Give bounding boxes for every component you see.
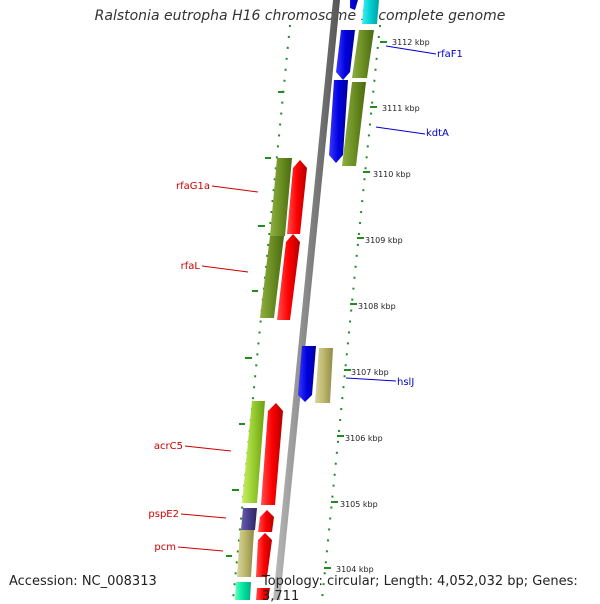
kbp-tick-label: 3108 kbp [358,302,396,311]
kbp-tick-label: 3111 kbp [382,104,420,113]
kbp-tick-label: 3112 kbp [392,38,430,47]
gene-label-hslJ[interactable]: hslJ [397,377,414,388]
tick-marks [226,41,387,569]
gene-block-tan-pcm [237,530,254,577]
footer-accession: Accession: NC_008313 [9,574,157,589]
gene-label-rfaG1a[interactable]: rfaG1a [176,181,210,192]
gene-arrow-olive-rfaF1 [352,30,374,78]
gene-block-olive-rfaL [260,236,284,318]
kbp-tick-label: 3107 kbp [351,368,389,377]
gene-label-pcm[interactable]: pcm [154,542,176,553]
gene-block-tan-hslJ [315,348,333,403]
chromosome-backbone [273,0,340,600]
gene-arrow-red-rfaG1a [287,160,307,234]
kbp-tick-label: 3110 kbp [373,170,411,179]
forward-label-leaders [345,45,437,382]
gene-label-rfaL[interactable]: rfaL [181,261,201,272]
gene-arrow-red-acrC5 [261,403,283,505]
gene-arrow-red-rfaL [277,234,300,320]
gene-block-red-bottom [256,588,270,600]
gene-block-cyan-top [362,0,379,24]
gene-label-acrC5[interactable]: acrC5 [154,441,183,452]
gene-label-pspE2[interactable]: pspE2 [148,509,179,520]
gene-arrow-blue-hslJ [298,346,316,402]
gene-arrow-red-pcm [256,533,272,577]
kbp-tick-label: 3104 kbp [336,565,374,574]
gene-block-green-bottom [235,582,251,600]
gene-block-olive-rfaG1a [270,158,292,236]
gene-block-blue-top [346,0,358,10]
gene-block-purple-pspE2 [241,508,257,530]
map-title: Ralstonia eutropha H16 chromosome 1, com… [94,8,506,24]
gene-arrow-olive-kdtA [342,82,366,166]
gene-arrow-blue-kdtA [329,80,348,163]
kbp-tick-label: 3105 kbp [340,500,378,509]
gene-arrow-blue-1 [336,30,355,80]
gene-label-rfaF1[interactable]: rfaF1 [437,49,463,60]
gene-arrow-red-pspE2 [258,510,274,532]
kbp-tick-label: 3109 kbp [365,236,403,245]
gene-label-kdtA[interactable]: kdtA [426,128,449,139]
gene-block-lime-acrC5 [242,401,265,503]
kbp-tick-label: 3106 kbp [345,434,383,443]
reverse-label-leaders [177,185,259,552]
